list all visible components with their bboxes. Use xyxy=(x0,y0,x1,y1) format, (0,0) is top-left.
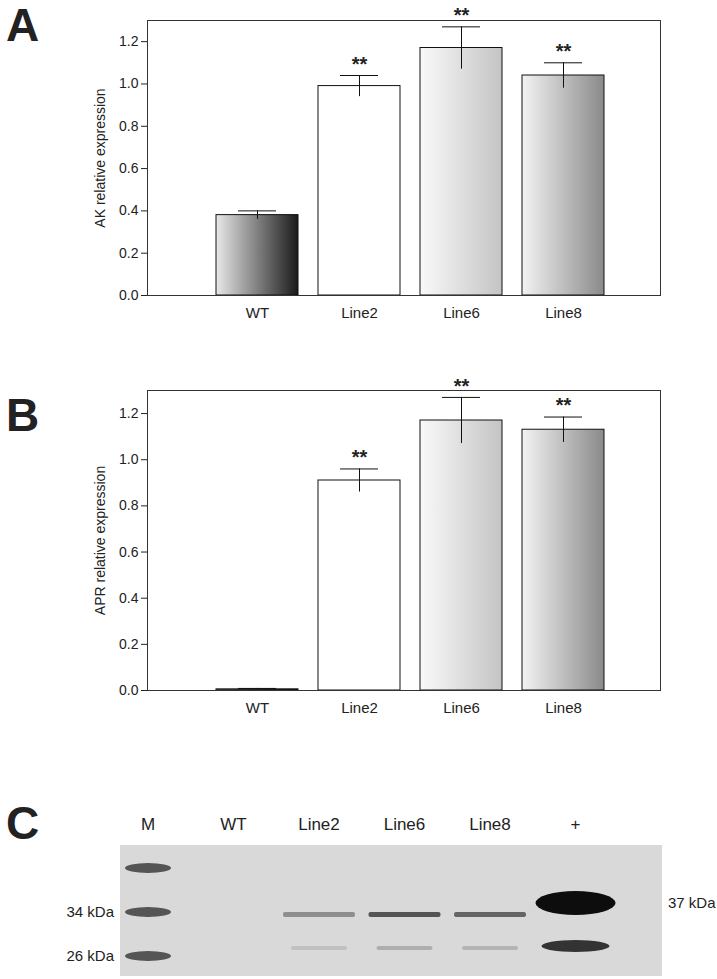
svg-text:Line2: Line2 xyxy=(341,699,378,716)
svg-text:WT: WT xyxy=(246,699,269,716)
svg-text:0.0: 0.0 xyxy=(119,682,139,698)
svg-text:**: ** xyxy=(454,375,470,397)
svg-text:0.0: 0.0 xyxy=(119,287,139,303)
svg-text:Line6: Line6 xyxy=(384,815,426,834)
svg-text:**: ** xyxy=(352,53,368,75)
svg-text:1.0: 1.0 xyxy=(119,75,139,91)
svg-text:37 kDa: 37 kDa xyxy=(668,894,716,911)
html-text:C: C xyxy=(6,797,40,849)
svg-text:Line8: Line8 xyxy=(469,815,511,834)
svg-text:1.2: 1.2 xyxy=(119,405,139,421)
html-text:A: A xyxy=(6,0,40,51)
svg-text:0.8: 0.8 xyxy=(119,118,139,134)
svg-text:1.0: 1.0 xyxy=(119,451,139,467)
svg-text:1.2: 1.2 xyxy=(119,33,139,49)
svg-text:Line6: Line6 xyxy=(443,699,480,716)
svg-text:Line8: Line8 xyxy=(545,304,582,321)
svg-text:WT: WT xyxy=(220,815,246,834)
html-text:B: B xyxy=(6,389,40,441)
svg-text:0.4: 0.4 xyxy=(119,590,139,606)
svg-text:Line8: Line8 xyxy=(545,699,582,716)
svg-text:Line6: Line6 xyxy=(443,304,480,321)
svg-text:**: ** xyxy=(556,40,572,62)
svg-text:WT: WT xyxy=(246,304,269,321)
svg-text:Line2: Line2 xyxy=(298,815,340,834)
svg-text:+: + xyxy=(571,815,581,834)
svg-text:M: M xyxy=(141,815,155,834)
svg-text:0.6: 0.6 xyxy=(119,160,139,176)
svg-text:AK relative expression: AK relative expression xyxy=(92,88,108,227)
svg-text:**: ** xyxy=(454,4,470,26)
svg-text:APR relative expression: APR relative expression xyxy=(92,466,108,615)
svg-text:0.2: 0.2 xyxy=(119,636,139,652)
svg-text:26 kDa: 26 kDa xyxy=(66,947,114,964)
svg-text:**: ** xyxy=(352,446,368,468)
svg-text:0.2: 0.2 xyxy=(119,245,139,261)
svg-text:**: ** xyxy=(556,394,572,416)
svg-text:0.4: 0.4 xyxy=(119,202,139,218)
svg-text:Line2: Line2 xyxy=(341,304,378,321)
svg-text:0.8: 0.8 xyxy=(119,497,139,513)
svg-text:34 kDa: 34 kDa xyxy=(66,903,114,920)
svg-text:0.6: 0.6 xyxy=(119,544,139,560)
